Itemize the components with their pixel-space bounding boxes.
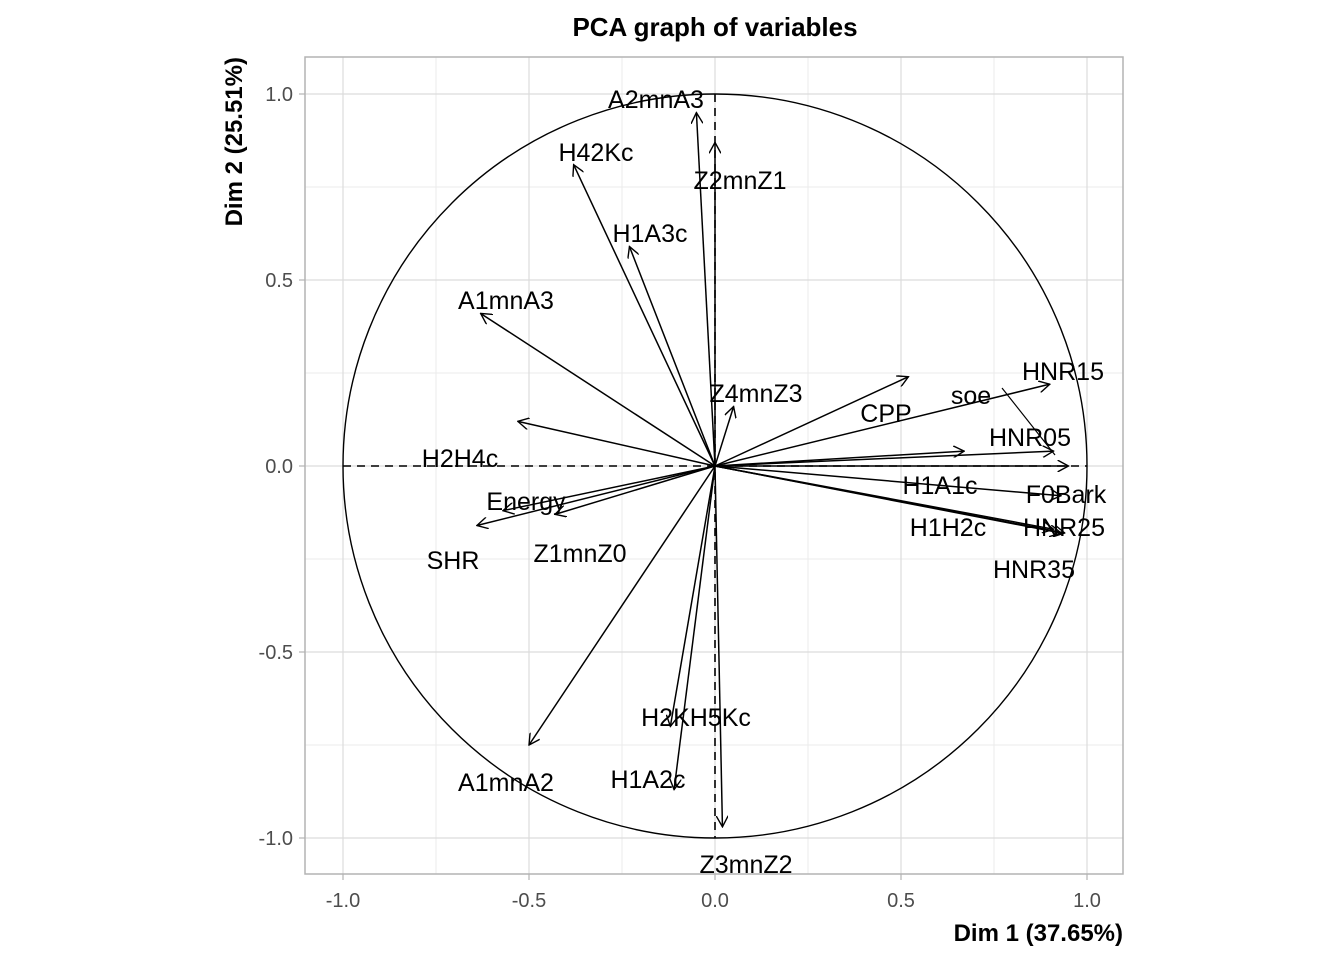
arrow-z1mnz0 (555, 465, 716, 514)
x-axis-title: Dim 1 (37.65%) (954, 920, 1123, 947)
soe-label-connector (1001, 387, 1056, 456)
label-h42kc: H42Kc (558, 139, 633, 167)
arrow-cpp (714, 377, 908, 467)
label-hnr15: HNR15 (1022, 358, 1104, 386)
label-hnr35: HNR35 (993, 556, 1075, 584)
x-tick-label: 1.0 (1073, 890, 1101, 912)
label-h2kh5kc: H2KH5Kc (641, 704, 751, 732)
arrow-z3mnz2 (714, 465, 722, 827)
arrow-z4mnz3 (714, 406, 734, 467)
label-hnr25: HNR25 (1023, 514, 1105, 542)
label-a1mna2: A1mnA2 (458, 769, 554, 797)
y-tick-label: 0.5 (265, 270, 293, 292)
x-tick-label: -1.0 (326, 890, 360, 912)
chart-title: PCA graph of variables (572, 12, 857, 42)
arrow-hnr15 (714, 384, 1050, 467)
arrow-a1mna2 (529, 465, 716, 745)
label-h1h2c: H1H2c (910, 514, 986, 542)
label-z2mnz1: Z2mnZ1 (693, 167, 786, 195)
arrow-h2kh5kc (670, 465, 716, 726)
arrow-h42kc (574, 165, 716, 467)
label-h1a3c: H1A3c (612, 220, 687, 248)
x-tick-label: -0.5 (512, 890, 546, 912)
arrow-a2mna3 (696, 113, 716, 467)
arrow-h2h4c (518, 421, 716, 467)
label-cpp: CPP (860, 400, 911, 428)
label-z3mnz2: Z3mnZ2 (699, 851, 792, 879)
arrow-h1a2c (674, 465, 716, 790)
label-shr: SHR (427, 547, 480, 575)
label-z4mnz3: Z4mnZ3 (709, 380, 802, 408)
label-z1mnz0: Z1mnZ0 (533, 540, 626, 568)
arrow-energy (503, 465, 716, 511)
arrow-hnr35 (714, 465, 1065, 533)
y-axis-title: Dim 2 (25.51%) (221, 57, 248, 226)
label-f0bark: F0Bark (1026, 481, 1107, 509)
arrow-f0bark (714, 465, 1061, 496)
label-h1a2c: H1A2c (610, 766, 685, 794)
label-a2mna3: A2mnA3 (608, 86, 704, 114)
label-a1mna3: A1mnA3 (458, 287, 554, 315)
y-tick-label: -0.5 (259, 642, 293, 664)
label-h2h4c: H2H4c (422, 445, 498, 473)
arrow-h1a3c (629, 247, 716, 467)
variable-arrows (477, 113, 1068, 827)
y-axis-ticks: 1.0 0.5 0.0 -0.5 -1.0 (259, 84, 305, 850)
label-energy: Energy (486, 488, 566, 516)
arrow-shr (477, 465, 716, 526)
x-axis-ticks: -1.0 -0.5 0.0 0.5 1.0 (326, 874, 1101, 912)
label-h1a1c: H1A1c (902, 472, 977, 500)
label-hnr05: HNR05 (989, 424, 1071, 452)
x-tick-label: 0.5 (887, 890, 915, 912)
arrow-h1a1c (714, 451, 964, 467)
x-tick-label: 0.0 (701, 890, 729, 912)
y-tick-label: 0.0 (265, 456, 293, 478)
arrow-hnr05 (714, 451, 1054, 467)
arrow-a1mna3 (481, 313, 716, 467)
y-tick-label: -1.0 (259, 828, 293, 850)
y-tick-label: 1.0 (265, 84, 293, 106)
label-soe: soe (951, 382, 991, 410)
